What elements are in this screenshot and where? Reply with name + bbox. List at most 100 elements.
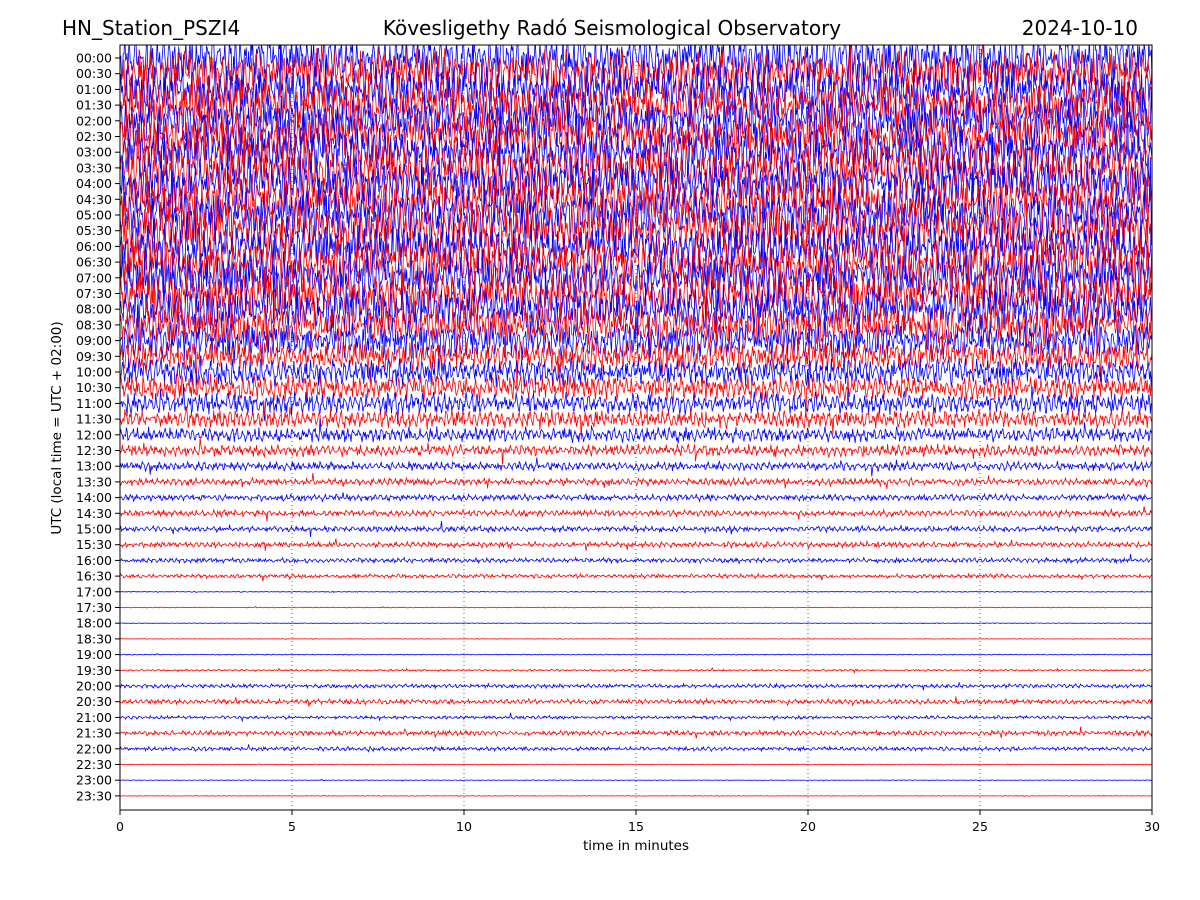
- x-tick-label: 30: [1144, 819, 1160, 834]
- y-tick-label: 00:30: [76, 66, 112, 81]
- y-tick-label: 06:00: [76, 239, 112, 254]
- trace-1300: [120, 457, 1152, 477]
- trace-0230: [120, 74, 1152, 192]
- trace-1400: [120, 492, 1152, 503]
- seismic-traces: [120, 45, 1152, 797]
- y-tick-label: 22:30: [76, 757, 112, 772]
- trace-0330: [120, 122, 1152, 212]
- trace-1700: [120, 590, 1152, 593]
- trace-1030: [120, 369, 1152, 418]
- trace-0000: [120, 45, 1152, 97]
- y-tick-label: 22:00: [76, 741, 112, 756]
- y-tick-label: 04:30: [76, 192, 112, 207]
- y-tick-label: 13:00: [76, 459, 112, 474]
- trace-0100: [120, 45, 1152, 136]
- observatory-title: Kövesligethy Radó Seismological Observat…: [383, 16, 841, 40]
- trace-2030: [120, 696, 1152, 707]
- y-tick-label: 12:00: [76, 427, 112, 442]
- y-tick-label: 08:00: [76, 302, 112, 317]
- trace-2330: [120, 794, 1152, 797]
- y-tick-label: 17:30: [76, 600, 112, 615]
- y-tick-label: 20:00: [76, 679, 112, 694]
- trace-1330: [120, 472, 1152, 489]
- y-tick-label: 14:00: [76, 490, 112, 505]
- y-tick-label: 07:30: [76, 286, 112, 301]
- trace-1600: [120, 553, 1152, 565]
- y-tick-label: 10:30: [76, 380, 112, 395]
- y-tick-label: 23:30: [76, 788, 112, 803]
- trace-0730: [120, 230, 1152, 355]
- y-tick-label: 19:30: [76, 663, 112, 678]
- y-tick-label: 02:00: [76, 113, 112, 128]
- y-tick-label: 13:30: [76, 474, 112, 489]
- y-axis-label: UTC (local time = UTC + 02:00): [49, 321, 65, 534]
- y-axis-ticks: 00:0000:3001:0001:3002:0002:3003:0003:30…: [76, 51, 120, 803]
- y-tick-label: 14:30: [76, 506, 112, 521]
- y-tick-label: 15:00: [76, 522, 112, 537]
- x-axis-ticks: 0 5 10 15 20 25 30: [116, 810, 1160, 834]
- y-tick-label: 16:00: [76, 553, 112, 568]
- trace-1200: [120, 417, 1152, 444]
- trace-2230: [120, 763, 1152, 766]
- y-tick-label: 07:00: [76, 270, 112, 285]
- trace-1130: [120, 400, 1152, 440]
- y-tick-label: 21:30: [76, 726, 112, 741]
- y-tick-label: 09:00: [76, 333, 112, 348]
- y-tick-label: 08:30: [76, 317, 112, 332]
- trace-2130: [120, 726, 1152, 739]
- x-tick-label: 10: [456, 819, 472, 834]
- y-tick-label: 00:00: [76, 51, 112, 66]
- y-tick-label: 03:00: [76, 145, 112, 160]
- y-tick-label: 01:30: [76, 98, 112, 113]
- trace-0600: [120, 213, 1152, 275]
- y-tick-label: 05:00: [76, 208, 112, 223]
- x-tick-label: 0: [116, 819, 124, 834]
- y-tick-label: 17:00: [76, 584, 112, 599]
- y-tick-label: 11:00: [76, 396, 112, 411]
- trace-1530: [120, 538, 1152, 551]
- trace-0930: [120, 327, 1152, 393]
- y-tick-label: 23:00: [76, 773, 112, 788]
- y-tick-label: 18:00: [76, 616, 112, 631]
- y-tick-label: 11:30: [76, 412, 112, 427]
- y-tick-label: 06:30: [76, 255, 112, 270]
- date-title: 2024-10-10: [1022, 16, 1138, 40]
- trace-0030: [120, 45, 1152, 126]
- y-tick-label: 10:00: [76, 365, 112, 380]
- trace-1730: [120, 605, 1152, 609]
- trace-2300: [120, 778, 1152, 782]
- station-title: HN_Station_PSZI4: [62, 16, 240, 40]
- x-tick-label: 5: [288, 819, 296, 834]
- trace-0400: [120, 127, 1152, 238]
- y-tick-label: 02:30: [76, 129, 112, 144]
- trace-2100: [120, 712, 1152, 722]
- x-axis-label: time in minutes: [583, 838, 689, 854]
- trace-1930: [120, 666, 1152, 675]
- y-tick-label: 19:00: [76, 647, 112, 662]
- trace-1800: [120, 622, 1152, 625]
- y-tick-label: 04:00: [76, 176, 112, 191]
- y-tick-label: 16:30: [76, 569, 112, 584]
- y-tick-label: 01:00: [76, 82, 112, 97]
- y-tick-label: 20:30: [76, 694, 112, 709]
- x-tick-label: 20: [800, 819, 816, 834]
- trace-1100: [120, 383, 1152, 425]
- y-tick-label: 18:30: [76, 631, 112, 646]
- y-tick-label: 09:30: [76, 349, 112, 364]
- y-tick-label: 12:30: [76, 443, 112, 458]
- y-tick-label: 15:30: [76, 537, 112, 552]
- trace-0900: [120, 304, 1152, 362]
- x-tick-label: 15: [628, 819, 644, 834]
- trace-1000: [120, 355, 1152, 388]
- trace-0630: [120, 219, 1152, 328]
- trace-0830: [120, 279, 1152, 376]
- trace-1230: [120, 437, 1152, 465]
- x-tick-label: 25: [972, 819, 988, 834]
- trace-1500: [120, 520, 1152, 538]
- trace-1430: [120, 506, 1152, 522]
- trace-1900: [120, 653, 1152, 656]
- y-tick-label: 03:30: [76, 160, 112, 175]
- trace-2200: [120, 744, 1152, 753]
- y-tick-label: 21:00: [76, 710, 112, 725]
